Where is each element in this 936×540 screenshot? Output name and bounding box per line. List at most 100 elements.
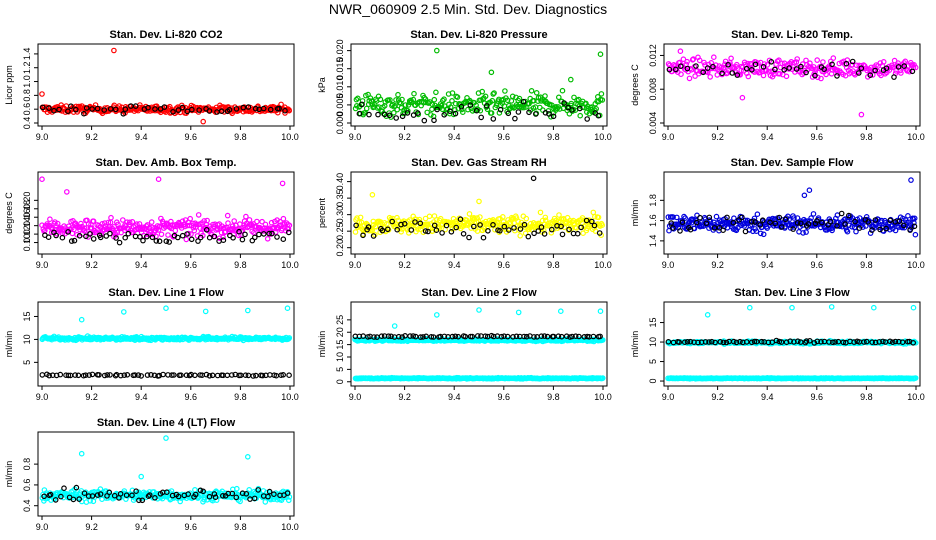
point-flagged [592, 110, 599, 116]
point-flagged [498, 333, 505, 340]
point-flagged [743, 65, 750, 72]
point-flagged [730, 338, 737, 345]
y-tick-label: 0.16 [22, 208, 32, 226]
point-flagged [858, 65, 865, 72]
data-points [352, 307, 606, 382]
point-all [813, 66, 819, 72]
x-tick-label: 9.6 [498, 260, 511, 270]
point-flagged [550, 113, 557, 120]
data-points [39, 435, 293, 505]
point-all [849, 215, 856, 221]
point-flagged [812, 72, 818, 79]
y-axis-label: degrees C [630, 64, 640, 106]
y-axis-label: percent [317, 197, 327, 228]
point-flagged [687, 226, 694, 233]
y-tick-label: 0.12 [22, 225, 32, 243]
point-flagged [793, 66, 800, 72]
point-all [794, 56, 801, 62]
point-all [47, 216, 53, 223]
figure-title: NWR_060909 2.5 Min. Std. Dev. Diagnostic… [329, 1, 607, 17]
y-tick-label: 0.012 [648, 44, 658, 67]
y-tick-label: 25 [335, 315, 345, 325]
panel-ambtemp: Stan. Dev. Amb. Box Temp. degrees C 9.0 9.2… [4, 157, 299, 270]
point-flagged [838, 210, 845, 217]
point-all [280, 215, 287, 222]
point-all [482, 93, 489, 100]
y-tick-label: 0 [648, 379, 658, 384]
point-flagged [57, 371, 64, 378]
point-flagged [684, 338, 691, 345]
point-all [190, 224, 197, 231]
y-tick-label: 10 [648, 337, 658, 347]
point-flagged [428, 333, 435, 340]
point-flagged [521, 333, 527, 340]
point-all [187, 215, 194, 222]
point-flagged [687, 338, 694, 345]
point-flagged [417, 220, 424, 227]
y-tick-label: 0.6 [22, 479, 32, 492]
point-flagged [417, 334, 424, 340]
point-flagged [153, 238, 160, 244]
point-all [411, 90, 417, 97]
point-all [496, 110, 503, 116]
y-tick-label: 0.015 [335, 57, 345, 80]
point-flagged [107, 106, 114, 112]
point-flagged [572, 333, 579, 340]
point-all [808, 215, 814, 221]
point-outlier [163, 435, 169, 441]
point-flagged [798, 63, 804, 70]
point-flagged [883, 65, 890, 72]
point-all [220, 234, 226, 241]
point-all [158, 231, 165, 238]
point-flagged [702, 339, 709, 345]
x-tick-label: 10.0 [907, 132, 925, 142]
point-flagged [863, 338, 870, 345]
point-all [90, 218, 97, 225]
point-flagged [86, 372, 93, 378]
point-flagged [720, 227, 726, 234]
point-all [786, 216, 792, 223]
point-flagged [61, 485, 67, 492]
point-flagged [829, 61, 835, 68]
point-flagged [834, 73, 840, 79]
point-flagged [827, 218, 834, 225]
point-all [761, 61, 768, 67]
point-all [773, 61, 779, 67]
point-flagged [782, 216, 789, 223]
point-flagged [907, 227, 913, 233]
point-all [359, 98, 366, 104]
y-tick-label: 5 [335, 367, 345, 372]
point-all [371, 231, 378, 238]
point-flagged [206, 372, 213, 379]
point-all [264, 236, 271, 242]
panel-co2: Stan. Dev. Li-820 CO2 Licor ppm 9.0 9.2 9.4 9… [4, 29, 299, 142]
x-tick-label: 9.0 [36, 260, 49, 270]
point-all [449, 98, 455, 104]
point-all [818, 75, 824, 82]
point-outlier [200, 118, 207, 125]
point-flagged [242, 372, 249, 379]
point-all [912, 339, 919, 346]
panel-title: Stan. Dev. Li-820 CO2 [110, 29, 223, 41]
point-flagged [896, 218, 903, 224]
point-flagged [211, 233, 218, 240]
point-flagged [453, 224, 460, 231]
point-flagged [65, 372, 72, 379]
point-flagged [724, 214, 730, 221]
point-flagged [485, 228, 491, 234]
x-tick-label: 9.6 [185, 392, 198, 402]
point-all [357, 214, 364, 221]
point-all [559, 87, 566, 94]
y-tick-label: 0.18 [22, 200, 32, 218]
point-flagged [734, 72, 741, 78]
point-flagged [389, 218, 396, 225]
point-flagged [196, 107, 203, 113]
point-flagged [410, 112, 417, 118]
point-flagged [911, 223, 918, 230]
point-flagged [563, 333, 570, 340]
point-flagged [544, 333, 551, 340]
point-flagged [206, 108, 213, 114]
x-tick-label: 9.2 [711, 132, 724, 142]
point-all [783, 73, 790, 80]
point-all [844, 228, 851, 235]
